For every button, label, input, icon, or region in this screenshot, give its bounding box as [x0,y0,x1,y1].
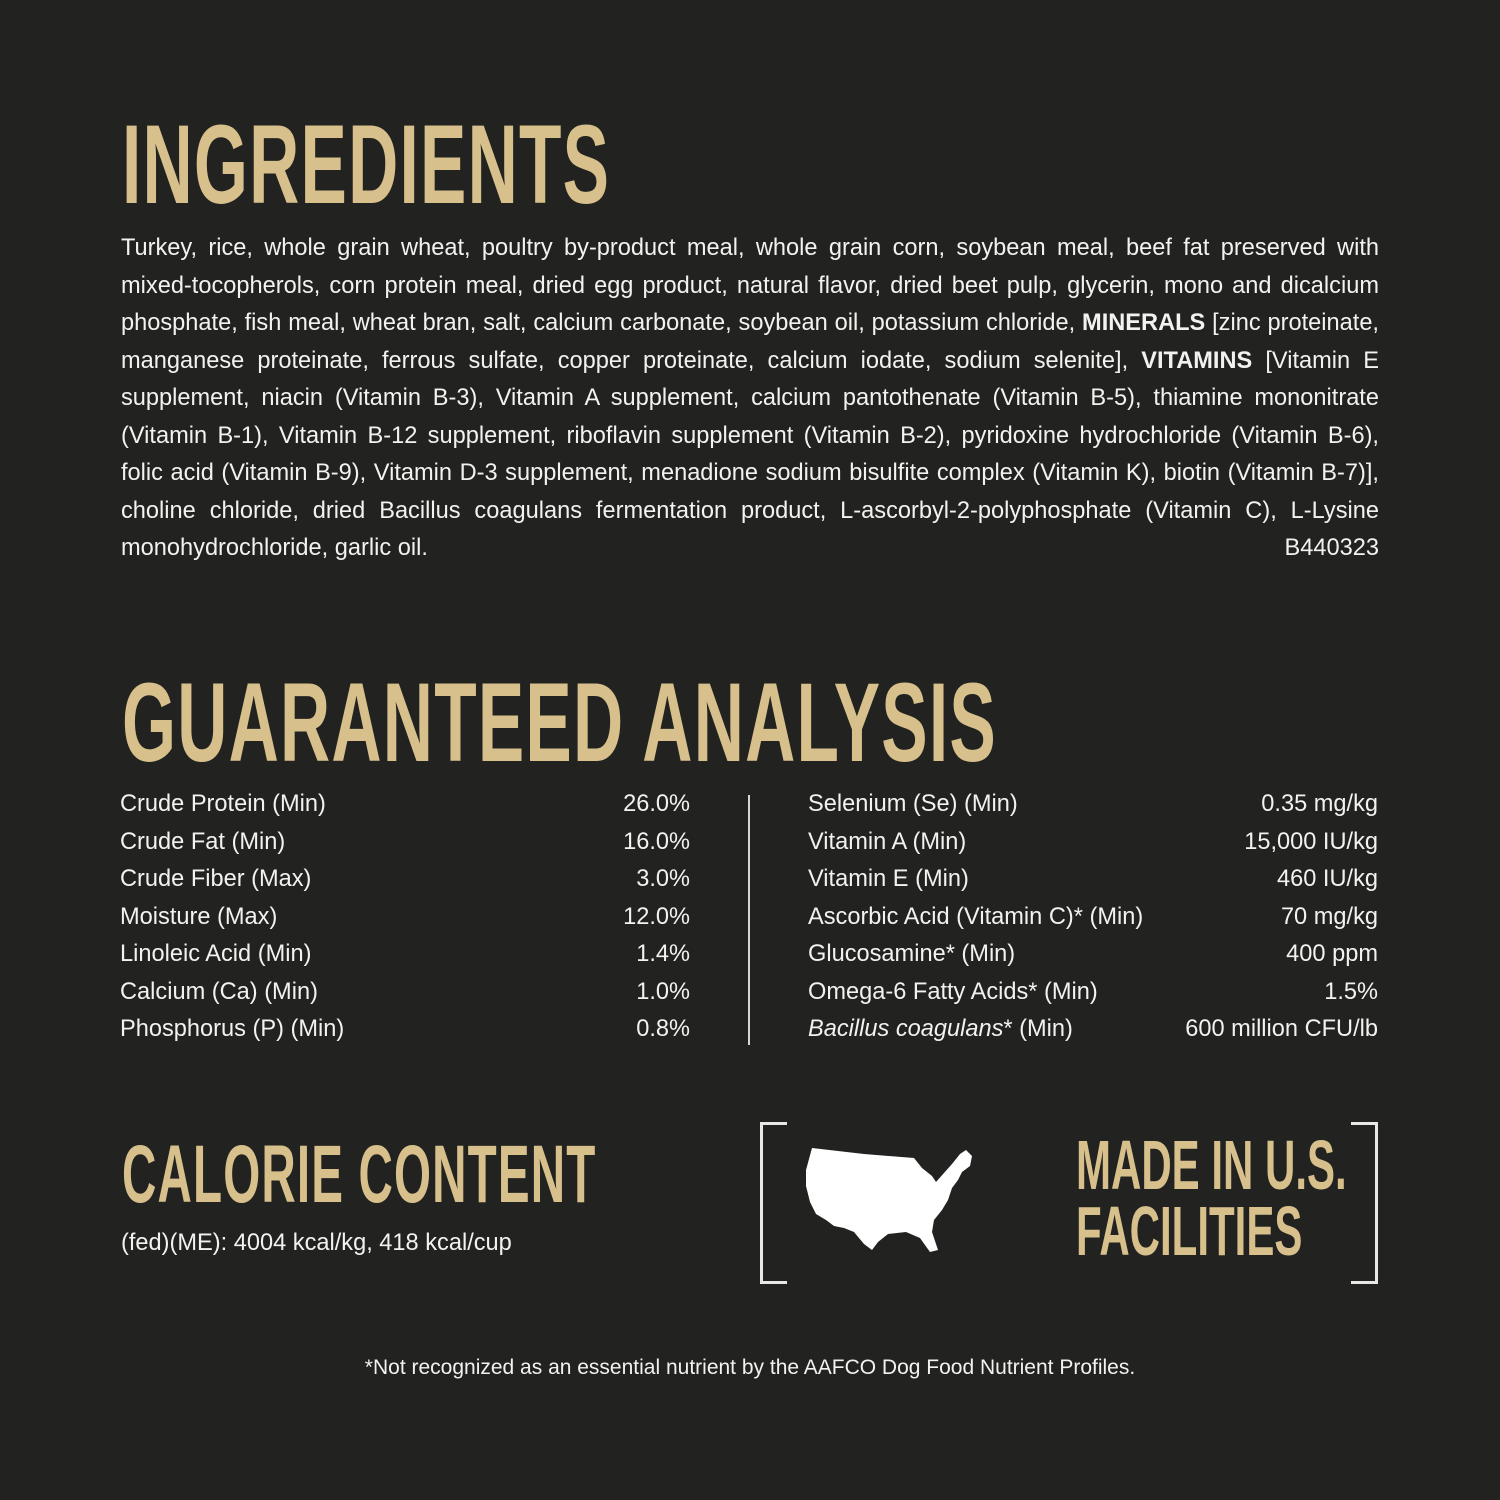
analysis-row: Linoleic Acid (Min) 1.4% [120,936,690,974]
nutrient-label: Vitamin A (Min) [808,828,967,855]
nutrient-value: 1.0% [636,978,690,1005]
nutrient-label: Crude Fiber (Max) [120,866,312,892]
nutrient-label-italic: Bacillus coagulans [808,1016,1004,1042]
analysis-row: Crude Fat (Min) 16.0% [120,824,690,862]
product-code: B440323 [1284,535,1379,561]
analysis-row: Crude Protein (Min) 26.0% [120,786,690,824]
nutrient-label: Vitamin E (Min) [808,866,969,892]
usa-map-icon [806,1148,972,1252]
nutrient-value: 1.5% [1324,978,1378,1005]
analysis-row: Vitamin E (Min) 460 IU/kg [808,861,1378,899]
calorie-content-text: (fed)(ME): 4004 kcal/kg, 418 kcal/cup [121,1230,512,1256]
nutrient-label: Moisture (Max) [120,903,278,930]
nutrient-label: Phosphorus (P) (Min) [120,1016,345,1042]
analysis-row: Calcium (Ca) (Min) 1.0% [120,974,690,1012]
ingredient-text: [zinc proteinate, manganese proteinate, … [121,310,1379,374]
nutrient-label: Linoleic Acid (Min) [120,941,312,967]
analysis-row: Crude Fiber (Max) 3.0% [120,861,690,899]
ingredient-text: Turkey, rice, whole grain wheat, poultry… [121,235,1379,336]
guaranteed-analysis-title: GUARANTEED ANALYSIS [122,660,997,785]
nutrient-value: 16.0% [623,828,690,855]
analysis-row: Omega-6 Fatty Acids* (Min) 1.5% [808,974,1378,1012]
nutrient-value: 0.8% [636,1016,690,1042]
nutrient-label: Ascorbic Acid (Vitamin C)* (Min) [808,903,1144,930]
analysis-row: Selenium (Se) (Min) 0.35 mg/kg [808,786,1378,824]
analysis-right-column: Selenium (Se) (Min) 0.35 mg/kg Vitamin A (… [808,786,1378,1049]
analysis-row: Moisture (Max) 12.0% [120,899,690,937]
nutrient-value: 0.35 mg/kg [1261,791,1378,817]
nutrient-value: 3.0% [636,866,690,892]
nutrient-value: 460 IU/kg [1277,866,1378,892]
nutrient-value: 600 million CFU/lb [1185,1016,1378,1042]
ingredient-group-label: MINERALS [1082,310,1206,336]
nutrient-label: Omega-6 Fatty Acids* (Min) [808,978,1098,1005]
analysis-row: Vitamin A (Min) 15,000 IU/kg [808,824,1378,862]
analysis-left-column: Crude Protein (Min) 26.0% Crude Fat (Min) 1… [120,786,690,1049]
ingredient-text: [Vitamin E supplement, niacin (Vitamin B… [121,347,1379,562]
nutrient-label: Glucosamine* (Min) [808,941,1016,967]
column-divider [748,795,750,1045]
nutrient-label: Selenium (Se) (Min) [808,791,1018,817]
analysis-row: Ascorbic Acid (Vitamin C)* (Min) 70 mg/kg [808,899,1378,937]
nutrient-label: Crude Fat (Min) [120,828,286,855]
nutrient-value: 1.4% [636,941,690,967]
left-bracket [760,1122,787,1284]
nutrient-label: Calcium (Ca) (Min) [120,978,318,1005]
nutrient-value: 26.0% [623,791,690,817]
footnote: *Not recognized as an essential nutrient… [364,1356,1136,1379]
nutrient-value: 15,000 IU/kg [1244,828,1378,855]
nutrient-value: 12.0% [623,903,690,930]
calorie-content-title: CALORIE CONTENT [122,1129,597,1220]
nutrient-label: Crude Protein (Min) [120,791,326,817]
made-in-usa-badge: MADE IN U.S. FACILITIES [760,1122,1378,1284]
analysis-row: Phosphorus (P) (Min) 0.8% [120,1011,690,1049]
ingredient-group-label: VITAMINS [1141,347,1253,374]
analysis-row: Glucosamine* (Min) 400 ppm [808,936,1378,974]
right-bracket [1351,1122,1378,1284]
nutrient-value: 70 mg/kg [1280,903,1378,930]
ingredients-title: INGREDIENTS [122,102,611,227]
nutrient-label: Bacillus coagulans* (Min) [808,1016,1073,1042]
analysis-row: Bacillus coagulans* (Min) 600 million CFU… [808,1011,1378,1049]
made-in-usa-text: MADE IN U.S. FACILITIES [1076,1126,1347,1270]
nutrient-value: 400 ppm [1286,941,1378,967]
ingredients-list: Turkey, rice, whole grain wheat, poultry… [121,230,1379,568]
